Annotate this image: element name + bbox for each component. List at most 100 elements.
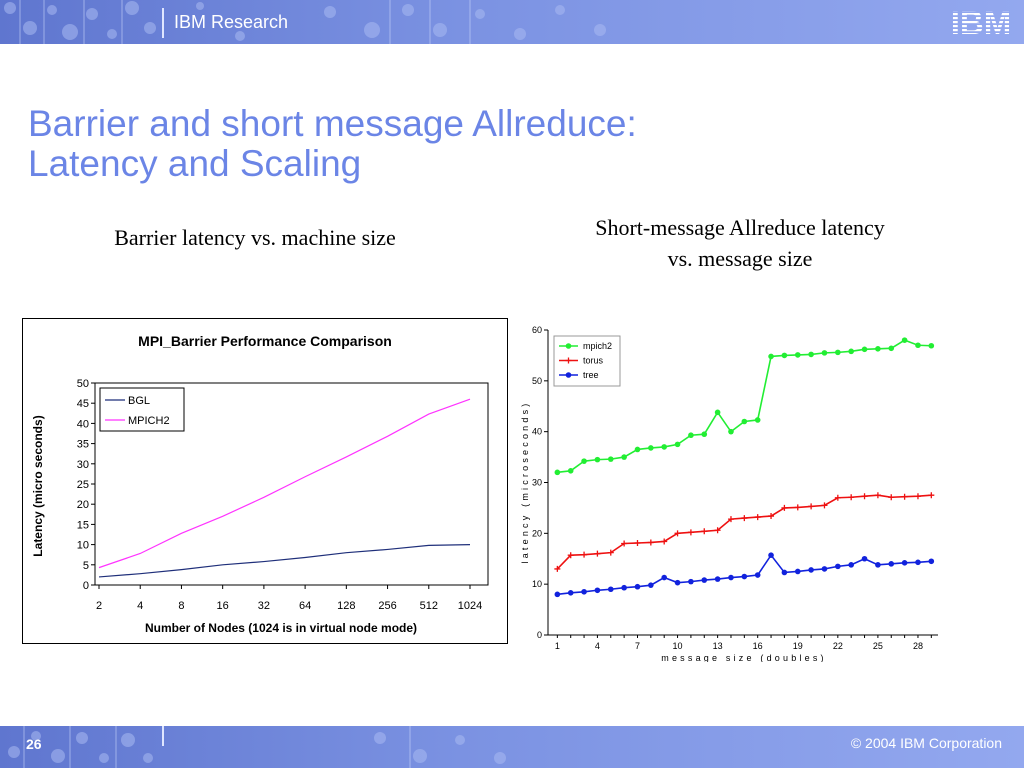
point-torus <box>821 502 828 509</box>
x-tick-label: 128 <box>337 600 355 612</box>
slide-title: Barrier and short message Allreduce: Lat… <box>28 104 788 184</box>
page-number: 26 <box>26 736 42 752</box>
series-line-torus <box>556 494 932 570</box>
legend-marker-mpich2 <box>565 343 572 349</box>
point-tree <box>581 588 587 595</box>
point-mpich2 <box>848 348 854 355</box>
barrier-chart-xlabel: Number of Nodes (1024 is in virtual node… <box>145 621 417 635</box>
legend-marker-tree <box>565 372 572 378</box>
point-tree <box>688 578 694 585</box>
series-line-bgl <box>98 544 471 578</box>
x-tick-label: 32 <box>258 600 270 612</box>
allreduce-chart-xlabel: message size (doubles) <box>661 653 826 662</box>
y-tick-label: 10 <box>532 579 542 589</box>
y-tick-label: 15 <box>77 519 89 531</box>
point-mpich2 <box>661 444 667 450</box>
point-tree <box>821 566 828 572</box>
point-torus <box>567 552 574 559</box>
legend-marker-torus <box>565 357 572 364</box>
allreduce-chart: message size (doubles) latency (microsec… <box>520 325 938 662</box>
point-mpich2 <box>794 352 801 358</box>
point-torus <box>901 493 908 500</box>
point-mpich2 <box>581 458 587 464</box>
point-tree <box>714 576 721 582</box>
x-tick-label: 256 <box>378 600 396 612</box>
x-tick-label: 2 <box>96 600 102 612</box>
point-mpich2 <box>741 418 748 425</box>
point-mpich2 <box>621 454 627 460</box>
point-torus <box>554 565 561 572</box>
point-tree <box>634 583 641 590</box>
point-torus <box>661 538 668 545</box>
barrier-chart-ylabel: Latency (micro seconds) <box>31 415 45 556</box>
point-mpich2 <box>768 353 774 360</box>
point-torus <box>794 504 801 511</box>
ibm-logo: IBM <box>951 5 1012 39</box>
allreduce-legend: mpich2 torus tree <box>553 335 621 387</box>
x-tick-label: 28 <box>913 641 923 651</box>
point-mpich2 <box>875 346 881 352</box>
x-tick-label: 10 <box>673 641 683 651</box>
x-tick-label: 16 <box>217 600 229 612</box>
y-tick-label: 50 <box>77 378 89 390</box>
point-mpich2 <box>648 445 654 451</box>
right-caption-line1: Short-message Allreduce latency <box>595 215 885 240</box>
point-mpich2 <box>728 428 734 435</box>
point-torus <box>701 528 708 535</box>
y-tick-label: 20 <box>532 528 542 538</box>
point-torus <box>874 492 881 499</box>
point-torus <box>581 551 588 558</box>
point-mpich2 <box>594 456 601 463</box>
x-tick-label: 4 <box>137 600 143 612</box>
point-tree <box>621 584 627 591</box>
legend-label-mpich2: MPICH2 <box>128 415 170 427</box>
x-tick-label: 4 <box>595 641 600 651</box>
left-caption: Barrier latency vs. machine size <box>114 225 396 250</box>
point-tree <box>794 568 801 575</box>
x-tick-label: 64 <box>299 600 311 612</box>
y-tick-label: 0 <box>537 630 542 640</box>
point-mpich2 <box>928 342 935 349</box>
point-tree <box>701 577 708 583</box>
footer-pattern <box>8 726 506 768</box>
barrier-chart-title: MPI_Barrier Performance Comparison <box>138 333 392 349</box>
point-mpich2 <box>861 346 868 353</box>
point-tree <box>915 559 921 566</box>
point-mpich2 <box>714 409 721 416</box>
y-tick-label: 30 <box>77 459 89 471</box>
y-tick-label: 60 <box>532 325 542 335</box>
x-tick-label: 13 <box>713 641 723 651</box>
point-tree <box>554 591 561 598</box>
point-tree <box>781 569 788 576</box>
point-torus <box>848 494 855 501</box>
slide-title-line2: Latency and Scaling <box>28 143 362 184</box>
point-torus <box>928 492 935 499</box>
point-tree <box>768 552 774 558</box>
point-mpich2 <box>835 349 841 356</box>
copyright-text: © 2004 IBM Corporation <box>850 735 1002 751</box>
point-tree <box>901 560 908 566</box>
point-torus <box>888 494 895 501</box>
point-torus <box>754 514 761 521</box>
point-mpich2 <box>688 432 694 439</box>
x-tick-label: 1 <box>555 641 560 651</box>
point-torus <box>687 529 694 536</box>
y-tick-label: 0 <box>83 580 89 592</box>
point-torus <box>621 540 628 547</box>
series-line-mpich2 <box>98 398 471 569</box>
x-tick-label: 8 <box>178 600 184 612</box>
point-tree <box>567 590 574 596</box>
y-tick-label: 35 <box>77 439 89 451</box>
footer-band: 26 © 2004 IBM Corporation <box>0 726 1024 768</box>
point-torus <box>714 527 721 534</box>
point-mpich2 <box>754 417 761 423</box>
x-tick-label: 16 <box>753 641 763 651</box>
right-caption-line2: vs. message size <box>667 246 813 271</box>
y-tick-label: 5 <box>83 560 89 572</box>
point-tree <box>861 555 868 562</box>
point-tree <box>594 587 601 594</box>
barrier-chart-frame: MPI_Barrier Performance Comparison Numbe… <box>22 318 508 644</box>
point-mpich2 <box>821 350 828 356</box>
point-torus <box>634 539 641 546</box>
y-tick-label: 20 <box>77 499 89 511</box>
